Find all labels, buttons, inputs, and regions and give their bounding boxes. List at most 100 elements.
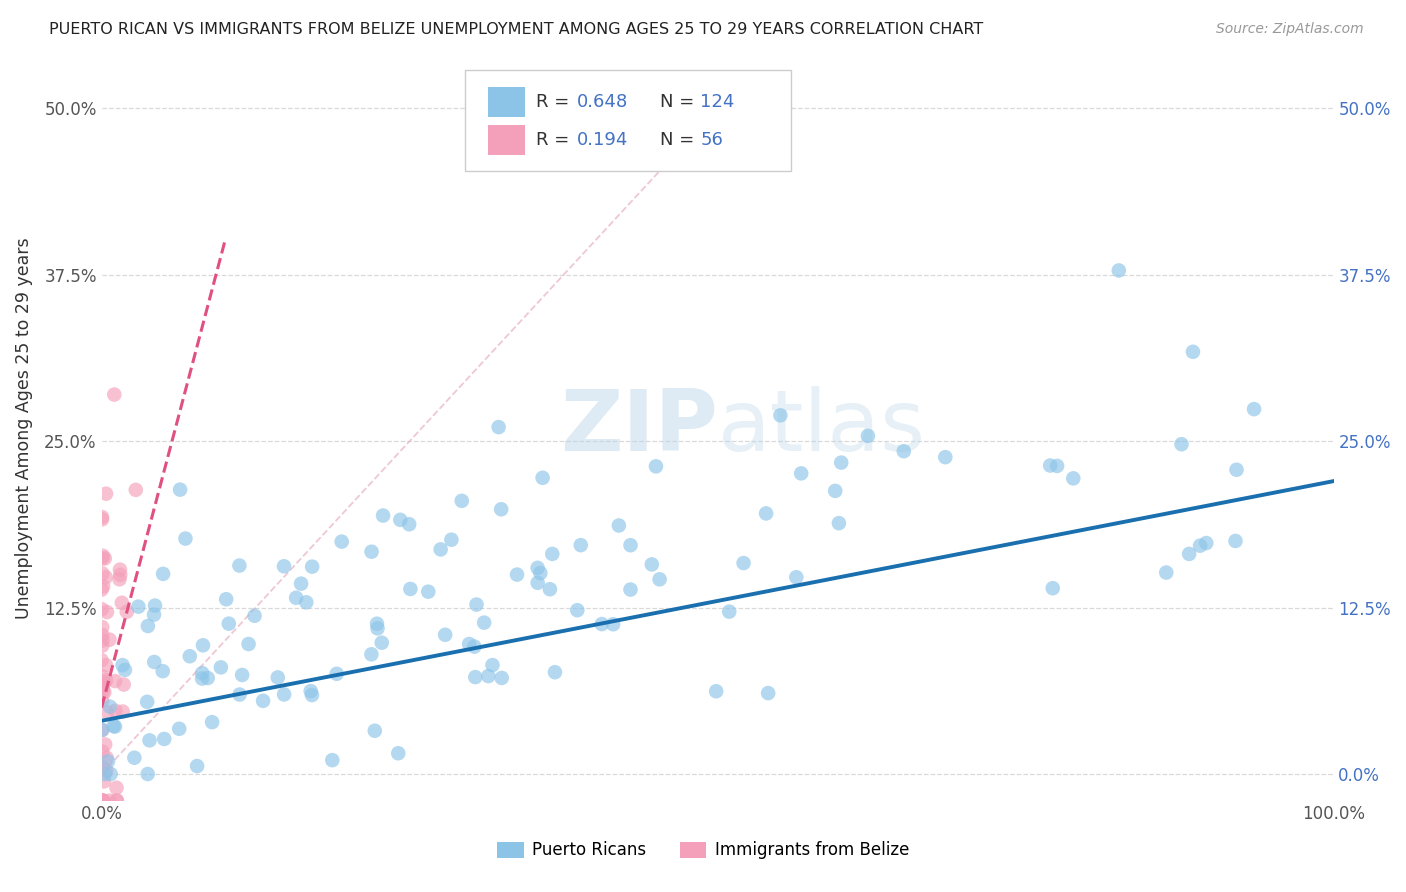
- Text: 56: 56: [700, 131, 723, 149]
- Point: [830, 456, 852, 470]
- Point: [115, 605, 138, 619]
- Point: [934, 450, 956, 465]
- Text: R =: R =: [537, 131, 575, 149]
- Point: [228, 558, 250, 573]
- Point: [450, 493, 472, 508]
- Point: [191, 638, 214, 652]
- Text: 124: 124: [700, 93, 735, 112]
- Point: [112, 677, 135, 691]
- Text: atlas: atlas: [717, 386, 925, 469]
- Point: [526, 561, 548, 575]
- Point: [96, 673, 118, 688]
- Point: [91, 551, 114, 566]
- Text: ZIP: ZIP: [560, 386, 717, 469]
- Point: [488, 420, 510, 434]
- Point: [94, 767, 117, 781]
- Point: [399, 582, 422, 596]
- Point: [1108, 263, 1130, 277]
- Point: [108, 572, 131, 586]
- Point: [91, 794, 114, 808]
- Point: [538, 582, 561, 597]
- Point: [91, 680, 114, 694]
- Point: [91, 620, 114, 634]
- Point: [531, 471, 554, 485]
- Point: [90, 723, 112, 738]
- Point: [136, 619, 159, 633]
- Point: [641, 558, 664, 572]
- Point: [1189, 539, 1212, 553]
- Point: [91, 633, 114, 648]
- Point: [733, 556, 755, 570]
- Point: [1225, 463, 1247, 477]
- Point: [360, 545, 382, 559]
- Point: [197, 671, 219, 685]
- Point: [111, 596, 134, 610]
- Point: [94, 570, 117, 584]
- Point: [98, 794, 121, 808]
- Point: [440, 533, 463, 547]
- Point: [174, 532, 197, 546]
- Point: [91, 639, 114, 653]
- Point: [96, 706, 118, 720]
- Point: [91, 794, 114, 808]
- Point: [91, 693, 114, 707]
- FancyBboxPatch shape: [465, 70, 792, 170]
- Point: [321, 753, 343, 767]
- Point: [458, 637, 481, 651]
- Point: [111, 658, 134, 673]
- Point: [756, 686, 779, 700]
- Point: [90, 794, 112, 808]
- Point: [91, 549, 114, 563]
- Point: [472, 615, 495, 630]
- Point: [111, 705, 134, 719]
- Text: N =: N =: [659, 93, 700, 112]
- Point: [167, 722, 190, 736]
- Point: [103, 719, 125, 733]
- Point: [136, 767, 159, 781]
- Point: [1042, 581, 1064, 595]
- Point: [191, 672, 214, 686]
- Point: [94, 658, 117, 673]
- Point: [360, 648, 382, 662]
- Point: [648, 572, 671, 586]
- Point: [506, 567, 529, 582]
- Point: [541, 547, 564, 561]
- Point: [828, 516, 851, 530]
- Point: [602, 617, 624, 632]
- FancyBboxPatch shape: [488, 87, 526, 117]
- Point: [91, 745, 114, 759]
- Point: [96, 605, 118, 619]
- Text: PUERTO RICAN VS IMMIGRANTS FROM BELIZE UNEMPLOYMENT AMONG AGES 25 TO 29 YEARS CO: PUERTO RICAN VS IMMIGRANTS FROM BELIZE U…: [49, 22, 983, 37]
- Point: [389, 513, 412, 527]
- Point: [91, 669, 114, 683]
- Point: [1170, 437, 1192, 451]
- Point: [97, 754, 120, 768]
- Point: [619, 538, 641, 552]
- Point: [567, 603, 589, 617]
- Point: [104, 674, 127, 689]
- Point: [91, 794, 114, 808]
- Text: 0.194: 0.194: [576, 131, 628, 149]
- Point: [105, 794, 128, 808]
- Text: 0.648: 0.648: [576, 93, 628, 112]
- Point: [91, 628, 114, 642]
- Point: [218, 616, 240, 631]
- Point: [91, 684, 114, 698]
- Point: [704, 684, 727, 698]
- Point: [91, 723, 114, 737]
- Point: [790, 467, 813, 481]
- Point: [366, 616, 388, 631]
- Point: [91, 794, 114, 808]
- Point: [104, 720, 127, 734]
- Text: N =: N =: [659, 131, 700, 149]
- Point: [94, 738, 117, 752]
- Text: Source: ZipAtlas.com: Source: ZipAtlas.com: [1216, 22, 1364, 37]
- Point: [1062, 471, 1084, 485]
- Point: [755, 507, 778, 521]
- Point: [90, 582, 112, 597]
- Point: [824, 483, 846, 498]
- Point: [114, 663, 136, 677]
- Point: [526, 575, 548, 590]
- Point: [330, 534, 353, 549]
- Point: [231, 668, 253, 682]
